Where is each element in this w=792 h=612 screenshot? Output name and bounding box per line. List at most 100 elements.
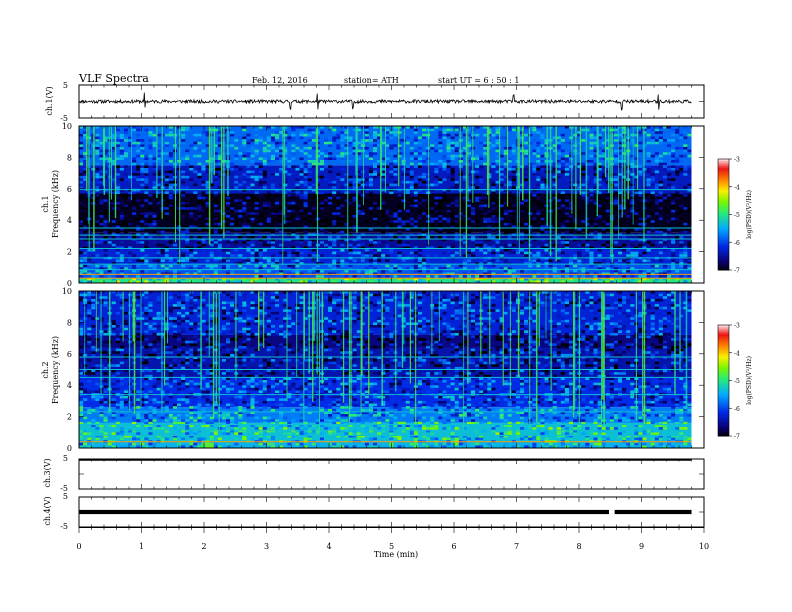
- spec1-cell: [466, 199, 471, 202]
- spec1-cell: [479, 178, 484, 181]
- spec1-cell: [283, 235, 288, 239]
- spec1-cell: [658, 173, 663, 176]
- spec1-cell: [266, 201, 271, 205]
- spec2-cell: [79, 406, 84, 409]
- spec1-cell: [238, 188, 243, 192]
- spec1-cell: [156, 154, 161, 158]
- spec2-cell: [156, 400, 161, 404]
- spec1-cell: [560, 235, 565, 239]
- spec2-cell: [123, 311, 128, 315]
- spec1-cell: [577, 254, 582, 257]
- spec2-cell: [111, 414, 116, 417]
- spec2-cell: [119, 382, 124, 386]
- spec1-cell: [524, 220, 529, 223]
- spec1-cell: [242, 173, 247, 176]
- spec1-cell: [552, 204, 557, 208]
- spec1-cell: [221, 259, 226, 263]
- spec2-cell: [91, 366, 96, 370]
- spec1-cell: [487, 275, 492, 278]
- spec1-cell: [356, 238, 361, 242]
- spec1-cell: [536, 254, 541, 257]
- spec1-cell: [291, 207, 296, 210]
- spec1-cell: [630, 275, 635, 278]
- spec1-cell: [291, 233, 296, 236]
- spec1-cell: [528, 126, 533, 129]
- spec1-cell: [422, 207, 427, 210]
- spec1-cell: [405, 246, 410, 250]
- spec1-cell: [683, 186, 688, 189]
- spec1-cell: [560, 269, 565, 273]
- spec1-cell: [515, 173, 520, 176]
- spec1-cell: [426, 235, 431, 239]
- spec1-cell: [454, 126, 459, 129]
- spec1-cell: [466, 186, 471, 189]
- spec1-cell: [638, 262, 643, 265]
- spec2-cell: [132, 437, 137, 441]
- spec1-cell: [197, 141, 202, 145]
- spec2-cell: [156, 317, 161, 320]
- spec1-cell: [613, 280, 618, 284]
- spec1-cell: [654, 280, 659, 284]
- spec1-cell: [311, 241, 316, 244]
- spec1-cell: [234, 228, 239, 231]
- spec1-cell: [164, 180, 169, 184]
- spec1-cell: [172, 136, 177, 140]
- plot-title: VLF Spectra: [79, 72, 149, 85]
- spec1-cell: [111, 180, 116, 184]
- spec1-cell: [397, 204, 402, 208]
- spec1-cell: [79, 225, 84, 229]
- spec1-cell: [499, 233, 504, 236]
- spec1-cell: [479, 180, 484, 184]
- spec1-cell: [450, 225, 455, 229]
- spec2-cell: [99, 424, 104, 428]
- spec1-cell: [622, 162, 627, 166]
- spec1-cell: [662, 144, 667, 147]
- spec1-cell: [128, 178, 133, 181]
- spec1-cell: [279, 207, 284, 210]
- spec1-cell: [405, 126, 410, 129]
- spec1-cell: [99, 222, 104, 226]
- spec1-cell: [291, 131, 296, 134]
- spec1-cell: [148, 139, 153, 142]
- spec1-cell: [654, 194, 659, 197]
- spec1-cell: [597, 144, 602, 147]
- spec1-cell: [111, 201, 116, 205]
- spec1-cell: [507, 180, 512, 184]
- spec1-cell: [136, 241, 141, 244]
- spec2-cell: [87, 445, 92, 449]
- spec1-cell: [573, 235, 578, 239]
- spec1-cell: [650, 243, 655, 247]
- spec1-cell: [556, 199, 561, 202]
- spec1-cell: [242, 204, 247, 208]
- spec1-cell: [246, 139, 251, 142]
- spec1-cell: [503, 201, 508, 205]
- spec1-cell: [91, 262, 96, 265]
- spec1-cell: [128, 144, 133, 147]
- spec1-cell: [495, 139, 500, 142]
- spec1-cell: [511, 178, 516, 181]
- spec1-cell: [597, 254, 602, 257]
- spec1-cell: [172, 144, 177, 147]
- spec1-cell: [140, 170, 145, 174]
- spec1-cell: [638, 267, 643, 270]
- spec1-cell: [471, 209, 476, 213]
- spec1-cell: [156, 259, 161, 263]
- spec1-cell: [466, 230, 471, 234]
- spec1-cell: [144, 269, 149, 273]
- spec1-cell: [597, 183, 602, 187]
- spec1-cell: [197, 228, 202, 231]
- spec1-cell: [368, 178, 373, 181]
- spec1-cell: [524, 262, 529, 265]
- spec1-cell: [613, 139, 618, 142]
- spec1-cell: [605, 222, 610, 226]
- spec1-cell: [209, 264, 214, 268]
- spec1-cell: [532, 167, 537, 171]
- spec1-cell: [536, 246, 541, 250]
- spec1-cell: [79, 133, 84, 137]
- spec1-cell: [205, 217, 210, 221]
- spec1-cell: [144, 154, 149, 158]
- spec1-cell: [397, 251, 402, 255]
- spec1-cell: [569, 215, 574, 218]
- spec2-cell: [144, 291, 149, 294]
- spec1-cell: [462, 272, 467, 276]
